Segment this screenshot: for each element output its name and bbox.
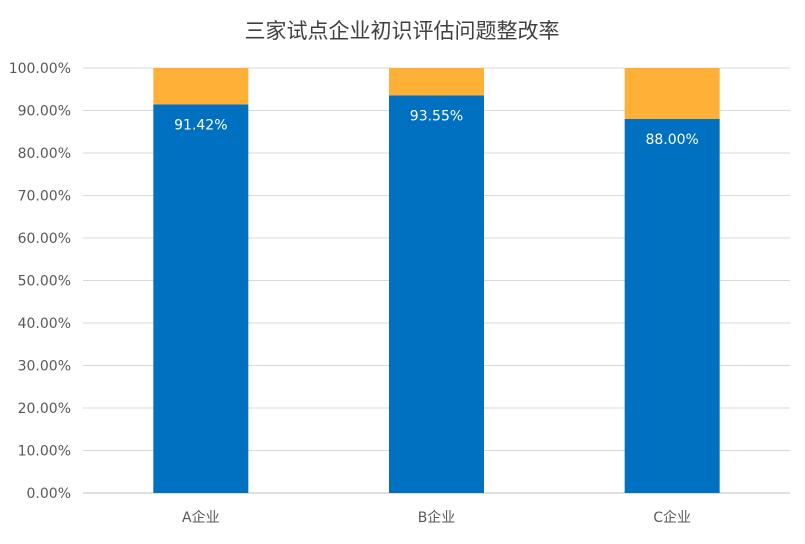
y-tick-label: 40.00%: [18, 316, 71, 332]
bar-segment-primary: [624, 119, 720, 493]
bar-segment-primary: [153, 104, 249, 493]
y-axis-tick-labels: 0.00% 10.00% 20.00% 30.00% 40.00% 50.00% 60.00…: [9, 61, 71, 502]
y-tick-label: 30.00%: [18, 359, 71, 375]
bar-segment-remainder: [389, 68, 484, 96]
bars: [153, 68, 720, 493]
y-tick-label: 80.00%: [18, 146, 71, 162]
y-tick-label: 20.00%: [18, 401, 71, 417]
x-tick-label: A企业: [182, 509, 220, 526]
data-label: 93.55%: [410, 108, 463, 124]
x-tick-label: C企业: [653, 509, 691, 526]
y-tick-label: 100.00%: [9, 61, 71, 77]
bar-segment-remainder: [153, 68, 249, 105]
y-tick-label: 10.00%: [18, 444, 71, 460]
x-axis-tick-labels: A企业 B企业 C企业: [182, 509, 691, 526]
y-tick-label: 90.00%: [18, 104, 71, 120]
bar-segment-primary: [389, 95, 484, 493]
data-labels: 91.42% 93.55% 88.00%: [174, 108, 699, 148]
y-tick-label: 50.00%: [18, 274, 71, 290]
y-tick-label: 70.00%: [18, 189, 71, 205]
x-tick-label: B企业: [418, 509, 456, 526]
bar-segment-remainder: [624, 68, 720, 119]
chart-title: 三家试点企业初识评估问题整改率: [245, 19, 560, 43]
y-tick-label: 60.00%: [18, 231, 71, 247]
data-label: 91.42%: [174, 117, 227, 133]
data-label: 88.00%: [645, 132, 698, 148]
y-tick-label: 0.00%: [27, 486, 71, 502]
